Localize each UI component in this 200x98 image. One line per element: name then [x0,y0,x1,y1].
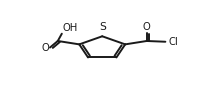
Text: OH: OH [62,23,77,33]
Text: S: S [98,22,105,32]
Text: Cl: Cl [168,37,178,47]
Text: O: O [142,22,150,32]
Text: O: O [41,43,49,53]
